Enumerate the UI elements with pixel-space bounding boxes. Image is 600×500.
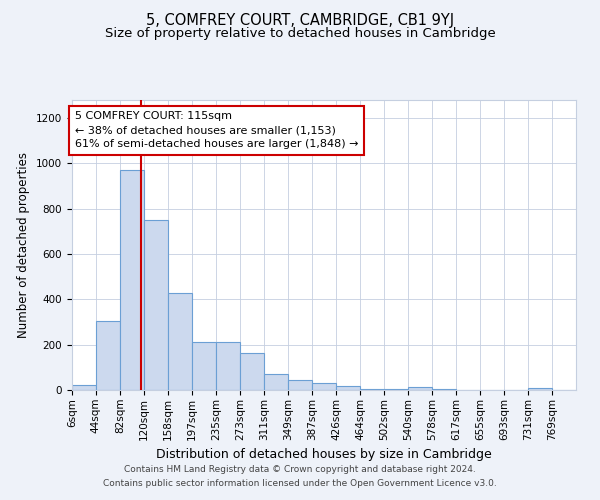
Bar xyxy=(312,382,335,390)
Bar xyxy=(240,352,264,390)
Bar xyxy=(528,388,552,390)
Bar xyxy=(144,220,167,390)
Bar xyxy=(192,342,216,390)
Text: Size of property relative to detached houses in Cambridge: Size of property relative to detached ho… xyxy=(104,28,496,40)
Bar xyxy=(167,292,191,390)
Bar xyxy=(360,389,384,390)
Bar xyxy=(432,389,456,390)
Bar xyxy=(384,389,408,390)
Bar xyxy=(120,170,144,390)
Bar xyxy=(408,387,432,390)
Bar xyxy=(72,385,96,390)
Bar xyxy=(96,321,120,390)
Text: Contains HM Land Registry data © Crown copyright and database right 2024.
Contai: Contains HM Land Registry data © Crown c… xyxy=(103,466,497,487)
Bar xyxy=(216,342,240,390)
Text: 5 COMFREY COURT: 115sqm
← 38% of detached houses are smaller (1,153)
61% of semi: 5 COMFREY COURT: 115sqm ← 38% of detache… xyxy=(74,112,358,150)
X-axis label: Distribution of detached houses by size in Cambridge: Distribution of detached houses by size … xyxy=(156,448,492,461)
Bar xyxy=(336,386,360,390)
Bar xyxy=(264,374,288,390)
Y-axis label: Number of detached properties: Number of detached properties xyxy=(17,152,31,338)
Bar xyxy=(288,380,312,390)
Text: 5, COMFREY COURT, CAMBRIDGE, CB1 9YJ: 5, COMFREY COURT, CAMBRIDGE, CB1 9YJ xyxy=(146,12,454,28)
